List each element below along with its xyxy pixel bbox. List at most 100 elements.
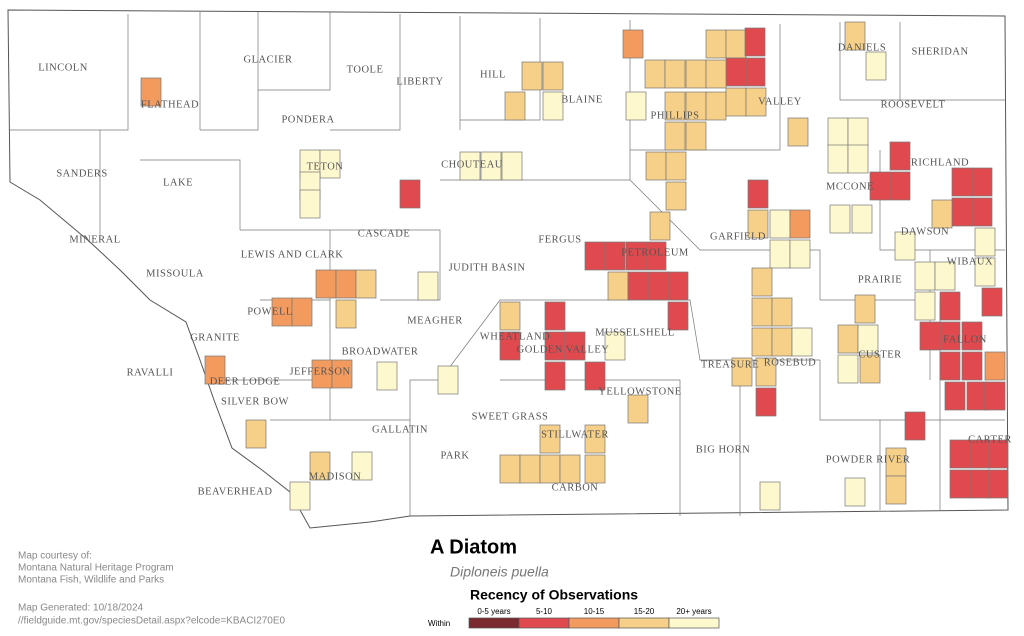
observation-cell — [851, 204, 873, 234]
observation-cell — [789, 209, 811, 239]
observation-cell — [705, 29, 727, 59]
county-label: MCCONE — [826, 181, 874, 192]
observation-cell — [351, 451, 373, 481]
observation-cell — [859, 354, 881, 384]
observation-cell — [584, 241, 606, 271]
observation-cell — [667, 271, 689, 301]
observation-cell — [299, 189, 321, 219]
observation-cell — [140, 77, 162, 107]
county-label: JEFFERSON — [289, 366, 350, 377]
credit: Map Generated: 10/18/2024 — [18, 603, 144, 614]
observation-cell — [847, 117, 869, 147]
observation-cell — [939, 351, 961, 381]
county-label: GALLATIN — [372, 424, 428, 435]
observation-cell — [245, 419, 267, 449]
observation-cell — [987, 469, 1009, 499]
observation-cell — [604, 241, 626, 271]
observation-cell — [984, 351, 1006, 381]
legend-label: 20+ years — [676, 607, 711, 616]
observation-cell — [667, 301, 689, 331]
county-label: VALLEY — [758, 96, 802, 107]
county-label: TOOLE — [347, 64, 384, 75]
observation-cell — [837, 354, 859, 384]
observation-cell — [204, 355, 226, 385]
county-label: SILVER BOW — [221, 396, 289, 407]
legend-swatch — [568, 617, 620, 629]
county-label: RAVALLI — [127, 367, 174, 378]
legend-swatch — [618, 617, 670, 629]
county-label: MEAGHER — [407, 315, 462, 326]
county-label: ROSEBUD — [764, 357, 817, 368]
legend-within: Within — [428, 619, 450, 628]
county-label: SWEET GRASS — [472, 411, 549, 422]
county-label: LAKE — [163, 177, 193, 188]
observation-cell — [759, 481, 781, 511]
observation-cell — [399, 179, 421, 209]
observation-cell — [751, 297, 773, 327]
observation-cell — [685, 59, 707, 89]
observation-cell — [755, 357, 777, 387]
observation-cell — [705, 59, 727, 89]
observation-cell — [622, 29, 644, 59]
county-label: TETON — [307, 161, 344, 172]
observation-cell — [685, 121, 707, 151]
county-label: MUSSELSHELL — [595, 327, 675, 338]
observation-cell — [499, 301, 521, 331]
observation-cell — [755, 387, 777, 417]
observation-cell — [791, 327, 813, 357]
observation-cell — [604, 331, 626, 361]
observation-cell — [857, 324, 879, 354]
legend: 0-5 years 5-10 10-15 15-20 20+ years — [468, 607, 720, 629]
county-label: POWELL — [247, 306, 293, 317]
observation-cell — [644, 59, 666, 89]
observation-cell — [584, 361, 606, 391]
county-label: BLAINE — [561, 94, 603, 105]
county-label: ROOSEVELT — [881, 99, 946, 110]
observation-cell — [914, 291, 936, 321]
county-label: CUSTER — [858, 349, 901, 360]
observation-cell — [951, 197, 973, 227]
observation-cell — [981, 287, 1003, 317]
observation-cell — [951, 167, 973, 197]
observation-cell — [751, 327, 773, 357]
observation-cell — [625, 91, 647, 121]
county-label: POWDER RIVER — [826, 454, 910, 465]
county-label: RICHLAND — [911, 157, 969, 168]
observation-cell — [837, 324, 859, 354]
observation-cell — [919, 321, 941, 351]
county-label: CARTER — [968, 434, 1012, 445]
observation-cell — [844, 21, 866, 51]
legend-label: 15-20 — [634, 607, 655, 616]
observation-cell — [771, 327, 793, 357]
county-label: LINCOLN — [38, 62, 88, 73]
observation-cell — [480, 151, 502, 181]
observation-cell — [854, 294, 876, 324]
observation-cell — [725, 29, 747, 59]
county-label: BIG HORN — [696, 444, 750, 455]
legend-label: 0-5 years — [477, 607, 510, 616]
county-label: HILL — [480, 69, 506, 80]
observation-cell — [417, 271, 439, 301]
observation-cell — [971, 167, 993, 197]
observation-cell — [744, 57, 766, 87]
county-label: FLATHEAD — [141, 99, 199, 110]
county-label: PETROLEUM — [621, 247, 689, 258]
observation-cell — [751, 267, 773, 297]
observation-cell — [889, 141, 911, 171]
county-label: CASCADE — [358, 228, 411, 239]
credit: Montana Natural Heritage Program — [18, 563, 174, 574]
observation-cell — [664, 91, 686, 121]
observation-cell — [584, 424, 606, 454]
observation-cell — [966, 381, 988, 411]
county-label: FERGUS — [538, 234, 581, 245]
observation-cell — [584, 454, 606, 484]
county-label: WIBAUX — [947, 256, 993, 267]
county-label: GOLDEN VALLEY — [517, 344, 610, 355]
county-label: DAWSON — [901, 226, 949, 237]
observation-cell — [627, 271, 649, 301]
observation-cell — [664, 59, 686, 89]
credit: Map courtesy of: — [18, 551, 92, 562]
county-label: CHOUTEAU — [441, 159, 503, 170]
observation-cell — [319, 149, 341, 179]
observation-cell — [971, 197, 993, 227]
